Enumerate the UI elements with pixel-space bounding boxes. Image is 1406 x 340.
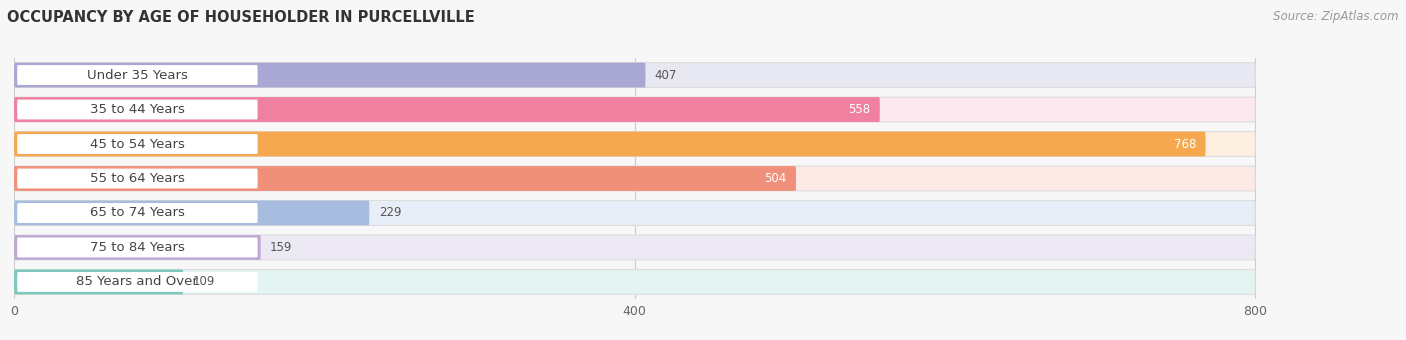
FancyBboxPatch shape <box>14 166 796 191</box>
Text: 35 to 44 Years: 35 to 44 Years <box>90 103 184 116</box>
FancyBboxPatch shape <box>17 65 257 85</box>
Text: 109: 109 <box>193 275 215 288</box>
Text: 55 to 64 Years: 55 to 64 Years <box>90 172 184 185</box>
FancyBboxPatch shape <box>17 203 257 223</box>
Text: 768: 768 <box>1174 137 1197 151</box>
Text: 229: 229 <box>378 206 401 220</box>
FancyBboxPatch shape <box>14 97 880 122</box>
Text: 75 to 84 Years: 75 to 84 Years <box>90 241 184 254</box>
FancyBboxPatch shape <box>14 63 1256 87</box>
Text: 558: 558 <box>848 103 870 116</box>
FancyBboxPatch shape <box>14 132 1205 156</box>
FancyBboxPatch shape <box>17 169 257 188</box>
FancyBboxPatch shape <box>17 238 257 257</box>
FancyBboxPatch shape <box>14 201 370 225</box>
FancyBboxPatch shape <box>17 272 257 292</box>
FancyBboxPatch shape <box>14 97 1256 122</box>
FancyBboxPatch shape <box>14 132 1256 156</box>
FancyBboxPatch shape <box>14 201 1256 225</box>
Text: 65 to 74 Years: 65 to 74 Years <box>90 206 184 220</box>
Text: 407: 407 <box>655 69 678 82</box>
Text: 159: 159 <box>270 241 292 254</box>
FancyBboxPatch shape <box>14 235 260 260</box>
Text: 45 to 54 Years: 45 to 54 Years <box>90 137 184 151</box>
FancyBboxPatch shape <box>14 270 1256 294</box>
Text: 85 Years and Over: 85 Years and Over <box>76 275 198 288</box>
Text: OCCUPANCY BY AGE OF HOUSEHOLDER IN PURCELLVILLE: OCCUPANCY BY AGE OF HOUSEHOLDER IN PURCE… <box>7 10 475 25</box>
FancyBboxPatch shape <box>14 235 1256 260</box>
Text: Under 35 Years: Under 35 Years <box>87 69 188 82</box>
FancyBboxPatch shape <box>17 100 257 119</box>
FancyBboxPatch shape <box>14 63 645 87</box>
FancyBboxPatch shape <box>14 270 183 294</box>
FancyBboxPatch shape <box>14 166 1256 191</box>
FancyBboxPatch shape <box>17 134 257 154</box>
Text: Source: ZipAtlas.com: Source: ZipAtlas.com <box>1274 10 1399 23</box>
Text: 504: 504 <box>765 172 787 185</box>
